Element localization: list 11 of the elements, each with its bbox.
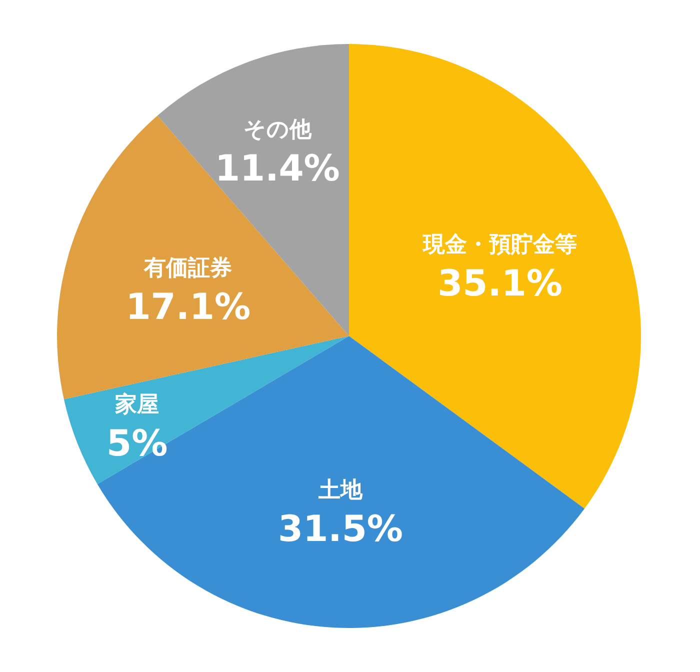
slice-label: 土地 xyxy=(318,478,364,504)
pie-slice xyxy=(97,336,585,628)
slice-label: 現金・預貯金等 xyxy=(422,232,578,258)
data-label: 31.5% xyxy=(278,509,403,550)
data-label: 35.1% xyxy=(438,263,563,304)
data-label: 11.4% xyxy=(214,148,340,190)
data-label: 17.1% xyxy=(126,286,251,328)
slice-label: 家屋 xyxy=(114,391,160,418)
slice-label: その他 xyxy=(243,118,312,143)
data-label: 5% xyxy=(106,423,168,464)
slice-label: 有価証券 xyxy=(143,256,232,281)
